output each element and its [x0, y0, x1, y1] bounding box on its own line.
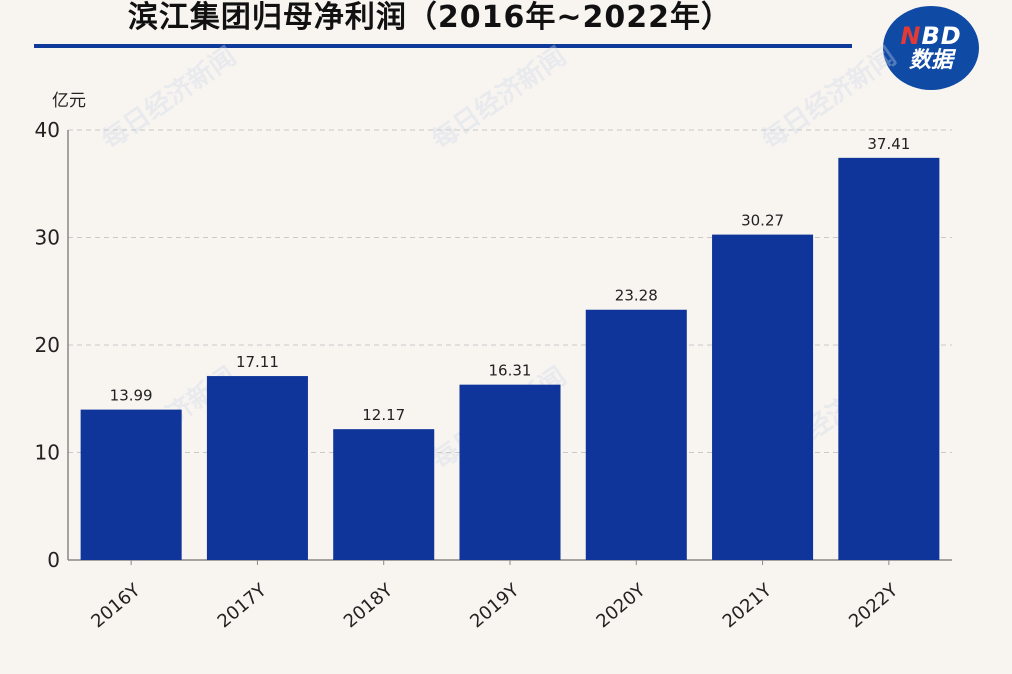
x-tick-label: 2016Y [87, 579, 145, 632]
bar-2021Y [712, 234, 814, 560]
y-tick-label: 0 [47, 548, 60, 572]
bar-2018Y [333, 429, 435, 560]
x-tick-label: 2019Y [466, 579, 524, 632]
watermark-text: 每日经济新闻 [426, 41, 572, 156]
x-tick-label: 2017Y [214, 579, 272, 632]
data-label: 23.28 [615, 287, 658, 305]
x-tick-label: 2018Y [340, 579, 398, 632]
data-label: 17.11 [236, 353, 279, 371]
data-label: 16.31 [489, 362, 532, 380]
bar-2020Y [585, 309, 687, 560]
watermark-text: 每日经济新闻 [96, 41, 242, 156]
y-tick-label: 30 [35, 226, 60, 250]
data-label: 13.99 [110, 387, 153, 405]
bar-2016Y [80, 409, 182, 560]
x-tick-label: 2020Y [592, 579, 650, 632]
y-tick-label: 40 [35, 118, 60, 142]
data-label: 30.27 [741, 212, 784, 230]
bar-2017Y [206, 376, 308, 560]
chart-title: 滨江集团归母净利润（2016年~2022年） [127, 0, 733, 35]
nbd-data-logo: NBD 数据 [883, 6, 979, 90]
bar-2022Y [838, 157, 940, 560]
data-label: 37.41 [867, 135, 910, 153]
x-tick-label: 2021Y [719, 579, 777, 632]
title-underline [34, 44, 852, 48]
y-tick-label: 10 [35, 441, 60, 465]
y-unit-label: 亿元 [52, 91, 86, 111]
y-tick-label: 20 [35, 333, 60, 357]
data-label: 12.17 [362, 406, 405, 424]
bar-2019Y [459, 384, 561, 560]
x-tick-label: 2022Y [845, 579, 903, 632]
